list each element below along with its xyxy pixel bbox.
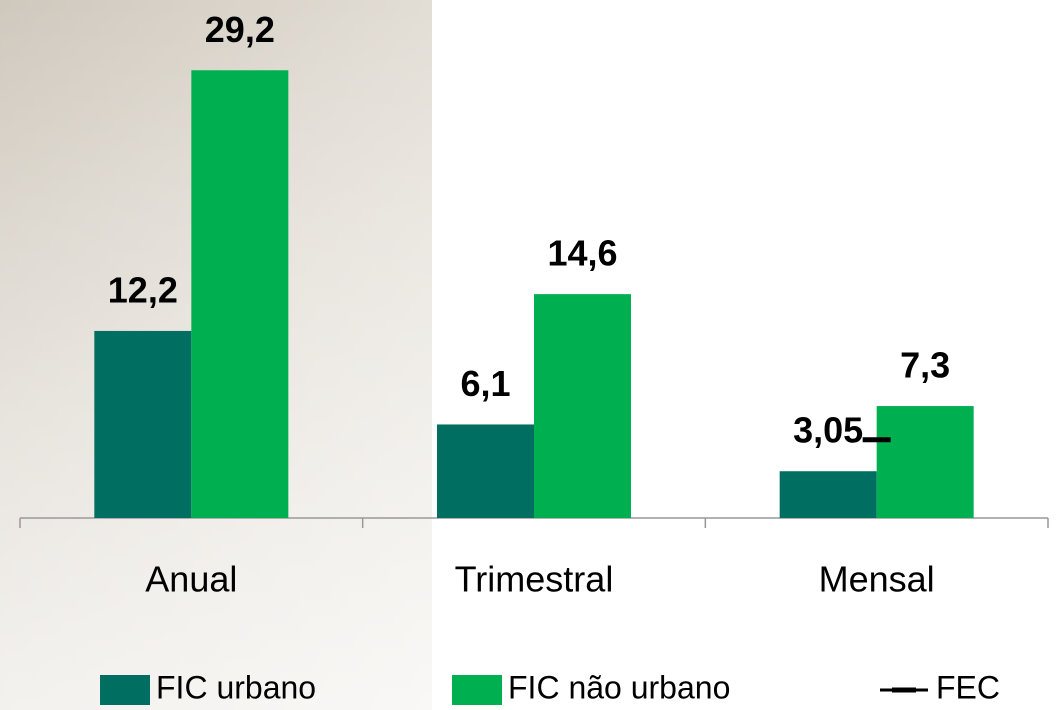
- legend-label: FIC não urbano: [508, 669, 730, 705]
- legend-swatch: [100, 675, 150, 705]
- x-tick-label: Mensal: [819, 559, 935, 600]
- bar: [191, 70, 289, 519]
- legend-swatch: [452, 675, 502, 705]
- bar: [94, 330, 192, 518]
- data-label: 6,1: [460, 363, 510, 404]
- x-tick-label: Trimestral: [455, 559, 614, 600]
- data-label: 12,2: [108, 269, 178, 310]
- legend-label: FEC: [936, 669, 1000, 705]
- bar: [534, 294, 631, 518]
- x-tick-label: Anual: [145, 559, 237, 600]
- data-label: 14,6: [547, 233, 617, 274]
- bar: [779, 471, 877, 518]
- bar: [876, 406, 974, 518]
- data-label: 3,05: [793, 410, 863, 451]
- data-label: 7,3: [900, 345, 950, 386]
- data-label: 29,2: [205, 9, 275, 50]
- legend-label: FIC urbano: [156, 669, 316, 705]
- bar: [437, 424, 534, 518]
